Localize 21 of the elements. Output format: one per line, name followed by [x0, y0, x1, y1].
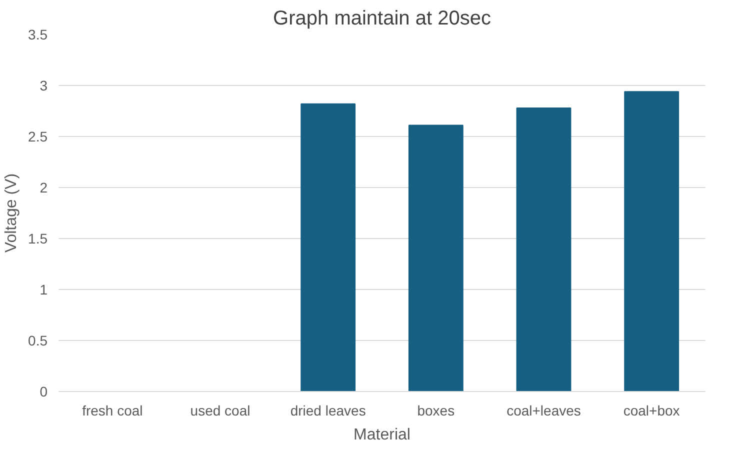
chart-title: Graph maintain at 20sec — [273, 8, 491, 30]
y-tick-label: 2.5 — [28, 128, 48, 144]
x-tick-label: coal+box — [623, 402, 680, 418]
y-tick-label: 3.5 — [28, 26, 48, 42]
bar — [516, 107, 572, 392]
x-axis-title: Material — [354, 426, 410, 444]
y-tick-label: 1.5 — [28, 230, 48, 246]
bar — [624, 91, 680, 392]
x-tick-label: dried leaves — [290, 402, 366, 418]
y-axis-title: Voltage (V) — [3, 173, 20, 253]
bar — [408, 124, 464, 392]
y-tick-label: 0.5 — [28, 332, 48, 348]
x-tick-label: boxes — [417, 402, 455, 418]
x-tick-label: fresh coal — [82, 402, 143, 418]
x-tick-label: used coal — [190, 402, 250, 418]
y-tick-label: 1 — [40, 282, 48, 298]
y-tick-label: 3 — [40, 78, 48, 94]
y-tick-label: 2 — [40, 180, 48, 196]
bar — [300, 103, 356, 392]
x-tick-label: coal+leaves — [506, 402, 581, 418]
y-tick-label: 0 — [40, 384, 48, 400]
